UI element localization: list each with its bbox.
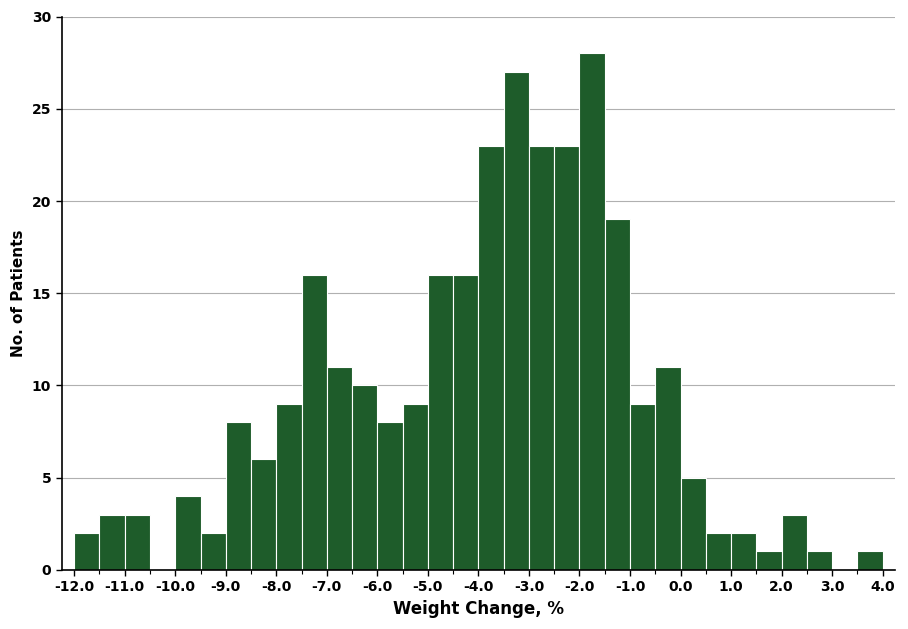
Bar bbox=[479, 146, 504, 570]
Bar bbox=[276, 404, 301, 570]
Y-axis label: No. of Patients: No. of Patients bbox=[11, 230, 26, 357]
Bar bbox=[301, 275, 327, 570]
Bar bbox=[352, 386, 378, 570]
Bar bbox=[680, 477, 706, 570]
Bar bbox=[504, 72, 529, 570]
Bar bbox=[630, 404, 656, 570]
Bar bbox=[529, 146, 554, 570]
Bar bbox=[554, 146, 579, 570]
Bar bbox=[782, 515, 807, 570]
Bar bbox=[201, 533, 226, 570]
Bar bbox=[124, 515, 150, 570]
Bar bbox=[402, 404, 428, 570]
Bar bbox=[731, 533, 756, 570]
X-axis label: Weight Change, %: Weight Change, % bbox=[393, 600, 564, 618]
Bar bbox=[706, 533, 731, 570]
Bar bbox=[327, 367, 352, 570]
Bar bbox=[251, 459, 276, 570]
Bar bbox=[656, 367, 680, 570]
Bar bbox=[378, 422, 402, 570]
Bar bbox=[428, 275, 453, 570]
Bar bbox=[756, 552, 782, 570]
Bar bbox=[807, 552, 832, 570]
Bar bbox=[175, 496, 201, 570]
Bar bbox=[74, 533, 100, 570]
Bar bbox=[226, 422, 251, 570]
Bar bbox=[579, 53, 605, 570]
Bar bbox=[605, 220, 630, 570]
Bar bbox=[453, 275, 479, 570]
Bar bbox=[100, 515, 124, 570]
Bar bbox=[857, 552, 883, 570]
